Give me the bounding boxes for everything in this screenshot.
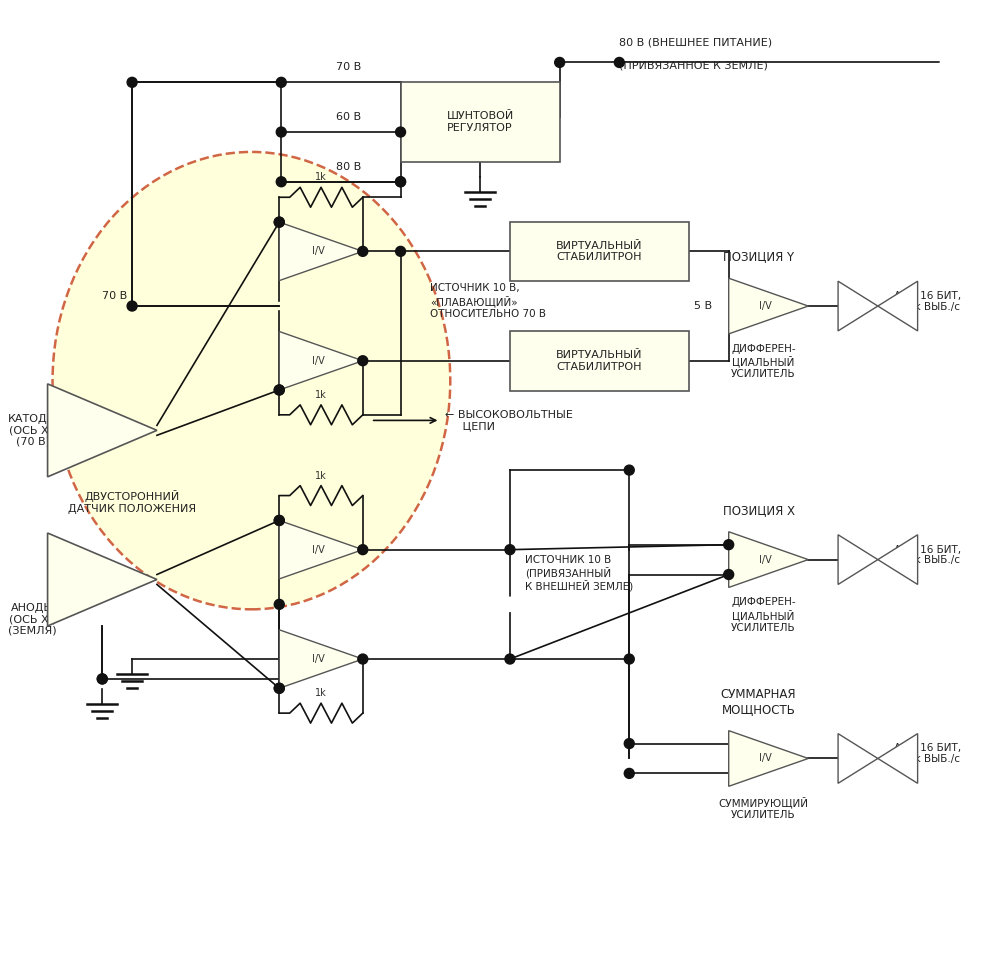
Text: ПОЗИЦИЯ Х: ПОЗИЦИЯ Х bbox=[723, 504, 795, 516]
Text: I/V: I/V bbox=[759, 754, 772, 763]
Polygon shape bbox=[729, 532, 808, 587]
FancyBboxPatch shape bbox=[510, 331, 689, 391]
Text: АНОДЫ
(ОСЬ Х )
(ЗЕМЛЯ): АНОДЫ (ОСЬ Х ) (ЗЕМЛЯ) bbox=[8, 603, 57, 636]
Polygon shape bbox=[48, 533, 157, 626]
Polygon shape bbox=[838, 734, 878, 783]
Circle shape bbox=[940, 56, 954, 70]
Circle shape bbox=[555, 58, 565, 68]
Text: ПОЗИЦИЯ Y: ПОЗИЦИЯ Y bbox=[723, 250, 794, 264]
Circle shape bbox=[624, 654, 634, 664]
Polygon shape bbox=[729, 731, 808, 786]
Text: 80 В (ВНЕШНЕЕ ПИТАНИЕ): 80 В (ВНЕШНЕЕ ПИТАНИЕ) bbox=[619, 37, 772, 47]
Circle shape bbox=[274, 515, 284, 525]
Polygon shape bbox=[838, 535, 878, 584]
Text: 80 В: 80 В bbox=[336, 162, 361, 172]
Text: I/V: I/V bbox=[312, 246, 324, 257]
Circle shape bbox=[97, 674, 107, 684]
Circle shape bbox=[503, 598, 517, 612]
Polygon shape bbox=[878, 281, 918, 331]
Polygon shape bbox=[729, 278, 808, 334]
Text: I/V: I/V bbox=[759, 555, 772, 564]
Circle shape bbox=[614, 58, 624, 68]
Circle shape bbox=[624, 768, 634, 778]
Text: (ПРИВЯЗАННОЕ К ЗЕМЛЕ): (ПРИВЯЗАННОЕ К ЗЕМЛЕ) bbox=[619, 61, 768, 71]
Text: ВИРТУАЛЬНЫЙ
СТАБИЛИТРОН: ВИРТУАЛЬНЫЙ СТАБИЛИТРОН bbox=[556, 350, 643, 371]
Text: 70 В: 70 В bbox=[102, 291, 127, 301]
Text: 1k: 1k bbox=[315, 390, 327, 400]
Text: I/V: I/V bbox=[759, 301, 772, 311]
Circle shape bbox=[396, 127, 406, 137]
Text: ДИФФЕРЕН-
ЦИАЛЬНЫЙ
УСИЛИТЕЛЬ: ДИФФЕРЕН- ЦИАЛЬНЫЙ УСИЛИТЕЛЬ bbox=[731, 344, 796, 379]
Polygon shape bbox=[279, 222, 363, 280]
Text: 5 В: 5 В bbox=[694, 301, 712, 311]
Text: ДВУСТОРОННИЙ
ДАТЧИК ПОЛОЖЕНИЯ: ДВУСТОРОННИЙ ДАТЧИК ПОЛОЖЕНИЯ bbox=[68, 490, 196, 514]
Text: АЦП 16 БИТ,
500k ВЫБ./с: АЦП 16 БИТ, 500k ВЫБ./с bbox=[894, 544, 961, 565]
Text: 1k: 1k bbox=[315, 172, 327, 182]
Circle shape bbox=[274, 385, 284, 395]
Text: АЦП 16 БИТ,
500k ВЫБ./с: АЦП 16 БИТ, 500k ВЫБ./с bbox=[894, 290, 961, 312]
Text: КАТОДЫ
(ОСЬ Х )
(70 В): КАТОДЫ (ОСЬ Х ) (70 В) bbox=[8, 414, 57, 447]
Text: 1k: 1k bbox=[315, 688, 327, 698]
Circle shape bbox=[358, 654, 368, 664]
Polygon shape bbox=[279, 630, 363, 688]
Text: ШУНТОВОЙ
РЕГУЛЯТОР: ШУНТОВОЙ РЕГУЛЯТОР bbox=[446, 112, 514, 133]
Circle shape bbox=[127, 77, 137, 87]
Text: 60 В: 60 В bbox=[336, 112, 361, 122]
Text: ИСТОЧНИК 10 В,
«ПЛАВАЮЩИЙ»
ОТНОСИТЕЛЬНО 70 В: ИСТОЧНИК 10 В, «ПЛАВАЮЩИЙ» ОТНОСИТЕЛЬНО … bbox=[430, 283, 546, 318]
Circle shape bbox=[274, 683, 284, 693]
Circle shape bbox=[396, 176, 406, 187]
Circle shape bbox=[505, 545, 515, 555]
Circle shape bbox=[274, 515, 284, 525]
Text: АЦП 16 БИТ,
500k ВЫБ./с: АЦП 16 БИТ, 500k ВЫБ./с bbox=[894, 743, 961, 764]
Circle shape bbox=[724, 569, 734, 579]
Circle shape bbox=[97, 674, 107, 684]
Circle shape bbox=[396, 176, 406, 187]
Circle shape bbox=[624, 739, 634, 749]
Text: ДИФФЕРЕН-
ЦИАЛЬНЫЙ
УСИЛИТЕЛЬ: ДИФФЕРЕН- ЦИАЛЬНЫЙ УСИЛИТЕЛЬ bbox=[731, 598, 796, 633]
FancyBboxPatch shape bbox=[401, 82, 560, 162]
Circle shape bbox=[127, 301, 137, 311]
Circle shape bbox=[274, 600, 284, 610]
Circle shape bbox=[358, 545, 368, 555]
Polygon shape bbox=[279, 331, 363, 390]
Circle shape bbox=[276, 176, 286, 187]
Ellipse shape bbox=[53, 152, 450, 610]
FancyBboxPatch shape bbox=[510, 221, 689, 281]
Circle shape bbox=[274, 683, 284, 693]
Polygon shape bbox=[878, 734, 918, 783]
Text: 70 В: 70 В bbox=[336, 63, 361, 73]
Circle shape bbox=[274, 218, 284, 227]
Circle shape bbox=[505, 654, 515, 664]
Circle shape bbox=[358, 356, 368, 366]
Polygon shape bbox=[279, 520, 363, 579]
Text: ← ВЫСОКОВОЛЬТНЫЕ
     ЦЕПИ: ← ВЫСОКОВОЛЬТНЫЕ ЦЕПИ bbox=[445, 410, 573, 431]
Polygon shape bbox=[878, 535, 918, 584]
Text: I/V: I/V bbox=[312, 356, 324, 366]
Circle shape bbox=[624, 466, 634, 475]
Circle shape bbox=[276, 127, 286, 137]
Text: ИСТОЧНИК 10 В
(ПРИВЯЗАННЫЙ
К ВНЕШНЕЙ ЗЕМЛЕ): ИСТОЧНИК 10 В (ПРИВЯЗАННЫЙ К ВНЕШНЕЙ ЗЕМ… bbox=[525, 555, 633, 592]
Circle shape bbox=[274, 218, 284, 227]
Circle shape bbox=[724, 540, 734, 550]
Circle shape bbox=[358, 246, 368, 257]
Text: СУММАРНАЯ
МОЩНОСТЬ: СУММАРНАЯ МОЩНОСТЬ bbox=[721, 688, 796, 715]
Text: I/V: I/V bbox=[312, 545, 324, 555]
Text: СУММИРУЮЩИЙ
УСИЛИТЕЛЬ: СУММИРУЮЩИЙ УСИЛИТЕЛЬ bbox=[718, 797, 808, 819]
Polygon shape bbox=[838, 281, 878, 331]
Polygon shape bbox=[48, 384, 157, 477]
Text: 1k: 1k bbox=[315, 470, 327, 480]
Circle shape bbox=[274, 385, 284, 395]
Circle shape bbox=[396, 246, 406, 257]
Text: ВИРТУАЛЬНЫЙ
СТАБИЛИТРОН: ВИРТУАЛЬНЫЙ СТАБИЛИТРОН bbox=[556, 240, 643, 263]
Circle shape bbox=[276, 77, 286, 87]
Text: I/V: I/V bbox=[312, 654, 324, 664]
